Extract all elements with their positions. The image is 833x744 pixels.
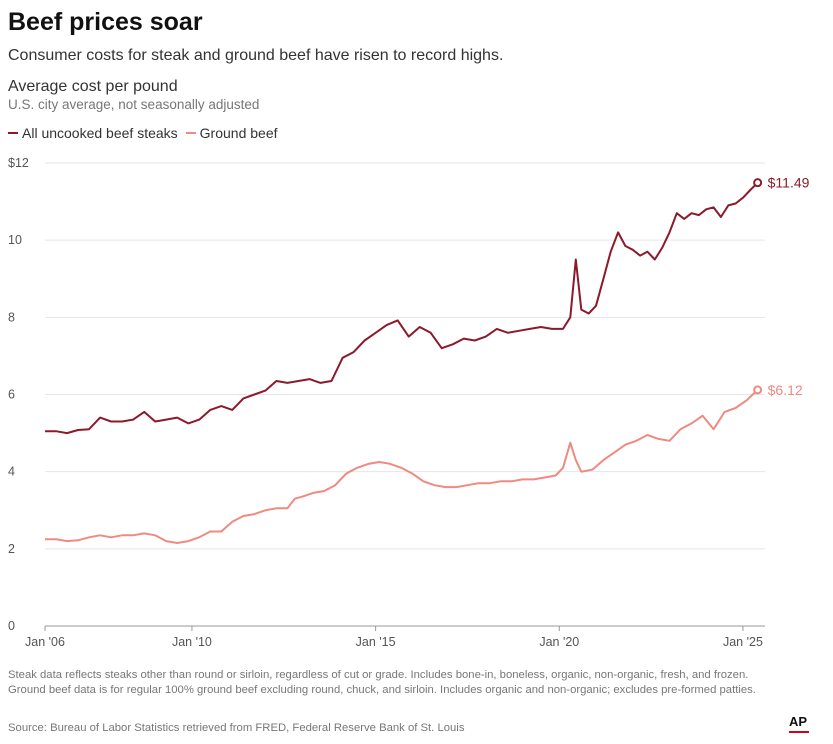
- y-tick-label: 10: [8, 233, 22, 247]
- legend-item-steaks: All uncooked beef steaks: [8, 125, 178, 141]
- y-tick-label: 0: [8, 619, 15, 633]
- chart-note: Steak data reflects steaks other than ro…: [8, 669, 756, 696]
- legend-label-steaks: All uncooked beef steaks: [22, 125, 178, 141]
- y-tick-label: $12: [8, 156, 29, 170]
- legend-swatch-ground-beef: [185, 132, 196, 134]
- legend: All uncooked beef steaks Ground beef: [8, 125, 278, 141]
- ap-logo: AP: [789, 714, 809, 733]
- line-chart: 0 2 4 6 8 10 $12 Jan '06 Jan '10 Jan '15 Jan '20 Ja…: [8, 156, 810, 649]
- end-value-label: $11.49: [768, 175, 810, 191]
- x-tick-label: Jan '06: [25, 635, 65, 649]
- x-tick-label: Jan '15: [356, 635, 396, 649]
- series-line-ground-beef: [45, 389, 759, 544]
- legend-label-ground-beef: Ground beef: [199, 125, 278, 141]
- chart-label: Average cost per pound: [8, 78, 178, 95]
- end-point-marker: [753, 178, 763, 188]
- y-tick-label: 6: [8, 388, 15, 402]
- legend-swatch-steaks: [8, 132, 18, 134]
- end-point-marker: [753, 385, 763, 395]
- chart-sublabel: U.S. city average, not seasonally adjust…: [8, 97, 260, 112]
- end-value-label: $6.12: [768, 382, 803, 398]
- x-tick-label: Jan '20: [539, 635, 579, 649]
- y-tick-label: 4: [8, 465, 15, 479]
- legend-item-ground-beef: Ground beef: [185, 125, 278, 141]
- x-tick-label: Jan '25: [723, 635, 763, 649]
- ap-logo-text: AP: [789, 714, 807, 729]
- series-line-steaks: [45, 181, 759, 435]
- chart-source: Source: Bureau of Labor Statistics retri…: [8, 722, 465, 734]
- y-tick-label: 8: [8, 310, 15, 324]
- y-tick-label: 2: [8, 542, 15, 556]
- chart-title: Beef prices soar: [8, 8, 203, 36]
- x-tick-label: Jan '10: [172, 635, 212, 649]
- chart-subtitle: Consumer costs for steak and ground beef…: [8, 47, 504, 64]
